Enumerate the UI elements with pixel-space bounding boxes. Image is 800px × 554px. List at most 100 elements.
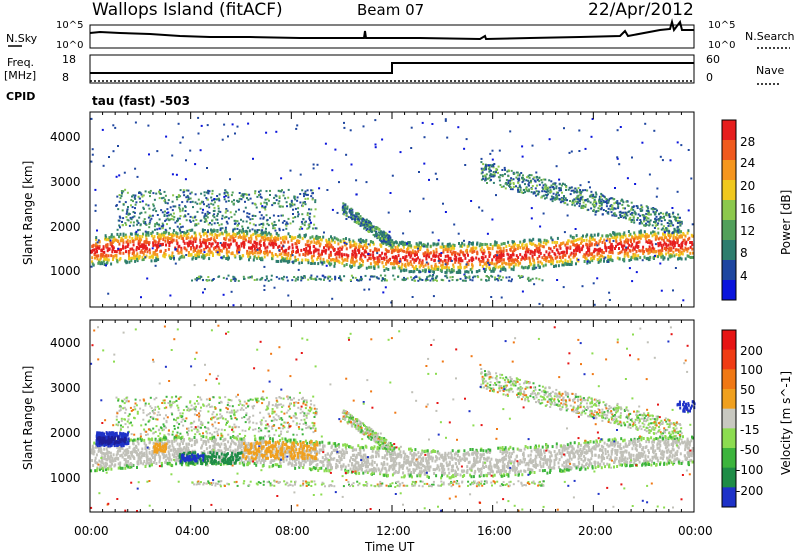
power-point (383, 268, 386, 272)
power-point (613, 202, 616, 205)
power-point (500, 278, 503, 281)
power-point (245, 234, 248, 238)
power-point (339, 278, 342, 281)
power-point (521, 176, 523, 179)
power-point (449, 250, 452, 254)
power-point (323, 278, 325, 281)
power-point (566, 203, 569, 206)
power-point (687, 229, 690, 233)
power-point (553, 265, 555, 268)
power-point (203, 191, 206, 194)
power-point (591, 235, 594, 239)
power-point (676, 141, 679, 144)
power-point (146, 277, 149, 280)
power-point (187, 189, 190, 192)
power-point (301, 237, 304, 241)
power-point (439, 268, 442, 272)
power-point (643, 217, 646, 220)
power-point (126, 210, 129, 213)
power-point (265, 201, 268, 204)
power-point (421, 244, 423, 248)
power-point (679, 230, 682, 233)
power-point (301, 205, 304, 208)
power-point (242, 243, 245, 247)
power-point (155, 221, 158, 224)
power-point (487, 279, 490, 282)
power-point (417, 279, 420, 282)
power-point (632, 206, 635, 209)
power-point (236, 199, 239, 202)
power-point (499, 270, 502, 273)
power-point (224, 211, 227, 214)
power-point (217, 205, 220, 208)
power-point (531, 256, 534, 260)
power-point (154, 243, 157, 247)
power-point (150, 259, 153, 263)
power-point (569, 259, 572, 263)
power-point (308, 208, 310, 211)
power-point (486, 275, 488, 278)
power-point (659, 249, 662, 253)
power-point (631, 280, 634, 283)
power-point (521, 177, 524, 180)
power-point (652, 250, 655, 254)
power-point (137, 195, 140, 198)
power-point (318, 244, 321, 248)
power-point (413, 258, 416, 262)
power-point (555, 198, 558, 201)
power-point (304, 253, 307, 257)
power-point (130, 199, 133, 202)
power-point (644, 122, 647, 125)
power-point (269, 243, 272, 247)
power-point (162, 238, 165, 242)
power-point (132, 256, 135, 260)
power-point (209, 238, 212, 242)
power-point (313, 237, 315, 241)
power-point (564, 202, 567, 204)
power-point (169, 206, 172, 209)
power-point (654, 217, 657, 220)
power-point (213, 216, 216, 219)
power-point (691, 247, 694, 251)
power-point (510, 179, 513, 182)
power-point (365, 266, 368, 270)
power-point (642, 249, 645, 253)
power-point (236, 246, 239, 250)
power-point (494, 276, 497, 279)
power-point (570, 260, 573, 264)
power-point (240, 194, 243, 197)
power-point (148, 221, 151, 224)
power-point (580, 207, 583, 209)
power-point (196, 250, 199, 254)
power-point (446, 276, 449, 279)
power-point (628, 248, 631, 252)
power-panel: 4000 3000 2000 1000 Slant Range [km] (21, 111, 695, 308)
power-point (587, 208, 590, 211)
power-point (297, 207, 300, 210)
power-point (286, 279, 289, 282)
power-point (414, 276, 416, 279)
power-point (203, 194, 206, 197)
power-point (128, 260, 131, 264)
power-point (152, 203, 155, 206)
power-point (197, 116, 200, 119)
power-point (611, 245, 614, 249)
power-point (541, 279, 544, 282)
power-point (447, 247, 450, 251)
power-point (589, 186, 591, 189)
power-point (668, 246, 671, 250)
power-point (277, 189, 280, 192)
power-point (532, 259, 535, 262)
power-point (604, 244, 607, 248)
power-point (124, 246, 127, 250)
power-point (201, 229, 204, 233)
power-point (621, 235, 623, 239)
power-point (628, 210, 631, 213)
power-point (653, 232, 656, 236)
power-point (404, 257, 407, 261)
power-point (303, 224, 306, 227)
power-point (457, 232, 460, 235)
power-point (619, 210, 622, 213)
power-point (558, 198, 561, 201)
power-point (639, 249, 642, 253)
